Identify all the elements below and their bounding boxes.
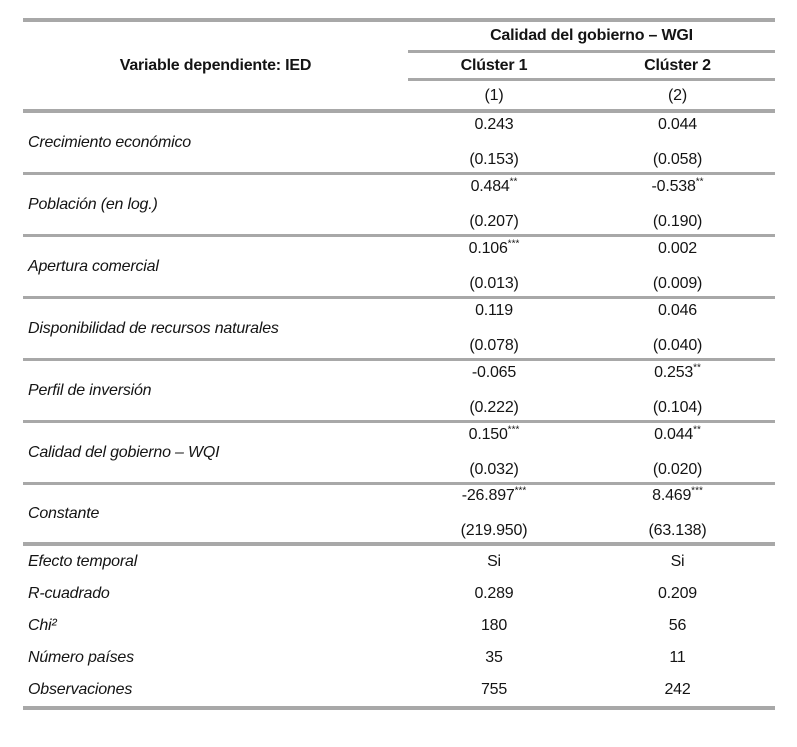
standard-error: (0.058): [652, 151, 703, 168]
standard-error: (0.190): [652, 213, 703, 230]
row-label: Crecimiento económico: [28, 133, 191, 151]
row-label: Observaciones: [28, 681, 133, 698]
cell-cluster-1: 0.106*** (0.013): [408, 237, 580, 296]
cell-cluster-1: 755: [480, 681, 508, 698]
model-number-1: (1): [484, 86, 504, 104]
standard-error: (0.153): [469, 151, 519, 168]
table-row: Apertura comercial 0.106*** (0.013) 0.00…: [23, 237, 775, 299]
row-label: Constante: [28, 504, 100, 522]
coefficient-value: -0.538**: [651, 176, 704, 195]
cell-cluster-2: 8.469*** (63.138): [580, 485, 775, 542]
cell-cluster-2: Si: [670, 553, 685, 570]
cell-cluster-1: 0.289: [474, 585, 514, 602]
row-label: Calidad del gobierno – WQI: [28, 443, 220, 461]
cell-cluster-1: 0.150*** (0.032): [408, 423, 580, 482]
significance-stars: ***: [507, 424, 520, 436]
cell-cluster-2: 0.046 (0.040): [580, 299, 775, 358]
significance-stars: ***: [507, 238, 520, 250]
standard-error: (0.020): [652, 461, 703, 478]
row-label: Efecto temporal: [28, 553, 138, 570]
significance-stars: ***: [514, 485, 527, 497]
standard-error: (219.950): [460, 522, 528, 539]
row-label: Disponibilidad de recursos naturales: [28, 319, 279, 337]
standard-error: (0.078): [469, 337, 519, 354]
column-header-cluster-2: Clúster 2: [644, 56, 711, 74]
model-number-2: (2): [668, 86, 687, 104]
significance-stars: **: [693, 424, 701, 436]
table-row: Observaciones 755 242: [23, 674, 775, 706]
coefficient-value: -0.065: [471, 364, 517, 381]
row-label: Número países: [28, 649, 134, 666]
table-row: Constante -26.897*** (219.950) 8.469*** …: [23, 485, 775, 546]
table-row: Número países 35 11: [23, 642, 775, 674]
cell-cluster-1: 0.484** (0.207): [408, 175, 580, 234]
coefficient-value: -26.897***: [461, 485, 527, 504]
standard-error: (0.013): [469, 275, 519, 292]
cell-cluster-2: 56: [668, 617, 687, 634]
significance-stars: **: [693, 362, 701, 374]
coefficient-value: 0.484**: [470, 176, 518, 195]
cell-cluster-1: Si: [487, 553, 501, 570]
table-header: Variable dependiente: IED Calidad del go…: [23, 18, 775, 113]
cell-cluster-2: -0.538** (0.190): [580, 175, 775, 234]
row-label: Perfil de inversión: [28, 381, 152, 399]
coefficient-value: 0.044**: [654, 424, 701, 443]
coefficient-value: 0.253**: [654, 362, 701, 381]
dependent-variable-label: Variable dependiente: IED: [119, 57, 312, 74]
table-row: Efecto temporal Si Si: [23, 546, 775, 578]
cluster-header-row: Clúster 1 Clúster 2: [408, 53, 775, 81]
standard-error: (0.032): [469, 461, 519, 478]
significance-stars: **: [509, 176, 518, 188]
column-group-title: Calidad del gobierno – WGI: [408, 22, 775, 53]
table-row: Calidad del gobierno – WQI 0.150*** (0.0…: [23, 423, 775, 485]
standard-error: (0.009): [652, 275, 703, 292]
table-row: R-cuadrado 0.289 0.209: [23, 578, 775, 610]
table-row: Población (en log.) 0.484** (0.207) -0.5…: [23, 175, 775, 237]
cell-cluster-2: 242: [664, 681, 691, 698]
significance-stars: ***: [691, 485, 703, 497]
standard-error: (0.040): [652, 337, 703, 354]
table-row: Crecimiento económico 0.243 (0.153) 0.04…: [23, 113, 775, 175]
row-label: Población (en log.): [28, 195, 158, 213]
table-row: Chi² 180 56: [23, 610, 775, 642]
cell-cluster-1: -26.897*** (219.950): [408, 485, 580, 542]
cell-cluster-2: 0.209: [657, 585, 698, 602]
cell-cluster-1: 180: [480, 617, 508, 634]
coefficient-value: 8.469***: [652, 485, 703, 504]
cell-cluster-2: 11: [669, 649, 686, 666]
significance-stars: **: [695, 176, 704, 188]
coefficient-value: 0.150***: [468, 424, 520, 443]
coefficient-value: 0.044: [657, 116, 698, 133]
standard-error: (0.222): [469, 399, 519, 416]
table-row: Perfil de inversión -0.065 (0.222) 0.253…: [23, 361, 775, 423]
row-label: Chi²: [28, 617, 57, 634]
cell-cluster-2: 0.044 (0.058): [580, 113, 775, 172]
column-header-cluster-1: Clúster 1: [460, 56, 528, 74]
cell-cluster-1: 0.243 (0.153): [408, 113, 580, 172]
cell-cluster-2: 0.044** (0.020): [580, 423, 775, 482]
cell-cluster-2: 0.253** (0.104): [580, 361, 775, 420]
model-number-row: (1) (2): [408, 81, 775, 110]
standard-error: (0.104): [652, 399, 703, 416]
cell-cluster-2: 0.002 (0.009): [580, 237, 775, 296]
cell-cluster-1: 0.119 (0.078): [408, 299, 580, 358]
standard-error: (63.138): [648, 522, 707, 539]
coefficient-value: 0.119: [475, 302, 513, 319]
cell-cluster-1: 35: [485, 649, 503, 666]
coefficient-value: 0.243: [474, 116, 514, 133]
row-label: Apertura comercial: [28, 257, 159, 275]
summary-rows: Efecto temporal Si Si R-cuadrado 0.289 0…: [23, 546, 775, 710]
column-group: Calidad del gobierno – WGI Clúster 1 Clú…: [408, 22, 775, 110]
regression-table: Variable dependiente: IED Calidad del go…: [23, 18, 775, 710]
cell-cluster-1: -0.065 (0.222): [408, 361, 580, 420]
coefficient-value: 0.046: [657, 302, 698, 319]
table-row: Disponibilidad de recursos naturales 0.1…: [23, 299, 775, 361]
coefficient-value: 0.106***: [468, 238, 520, 257]
standard-error: (0.207): [469, 213, 519, 230]
coefficient-value: 0.002: [657, 240, 698, 257]
row-label: R-cuadrado: [28, 585, 110, 602]
coefficient-rows: Crecimiento económico 0.243 (0.153) 0.04…: [23, 113, 775, 546]
